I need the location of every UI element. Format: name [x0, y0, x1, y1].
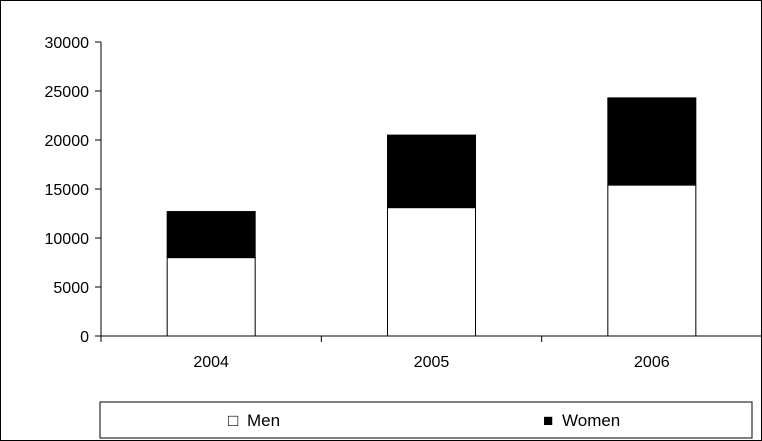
x-tick-label: 2004: [193, 354, 229, 371]
legend-symbol-women: ■: [543, 411, 553, 430]
bar-men-2005: [387, 207, 476, 337]
y-tick-label: 20000: [45, 133, 90, 150]
y-tick-label: 30000: [45, 35, 90, 52]
legend-label-men: Men: [247, 411, 280, 430]
bar-women-2005: [387, 134, 476, 209]
bar-men-2006: [607, 184, 697, 337]
x-tick-label: 2006: [634, 354, 670, 371]
bar-women-2004: [166, 211, 256, 259]
legend-label-women: Women: [562, 411, 620, 430]
y-tick-label: 5000: [53, 280, 89, 297]
bar-women-2006: [607, 97, 697, 186]
plot-area: 0 5000 10000 15000 20000 25000 30000 2004 2005 20…: [45, 35, 762, 371]
y-tick-label: 25000: [45, 84, 90, 101]
y-tick-label: 10000: [45, 231, 90, 248]
bar-men-2004: [166, 257, 256, 337]
legend-box: [99, 401, 753, 439]
legend-symbol-men: □: [228, 411, 238, 430]
x-tick-label: 2005: [414, 354, 450, 371]
y-tick-label: 0: [80, 329, 89, 346]
legend: □ Men ■ Women: [99, 401, 753, 439]
y-tick-label: 15000: [45, 182, 90, 199]
